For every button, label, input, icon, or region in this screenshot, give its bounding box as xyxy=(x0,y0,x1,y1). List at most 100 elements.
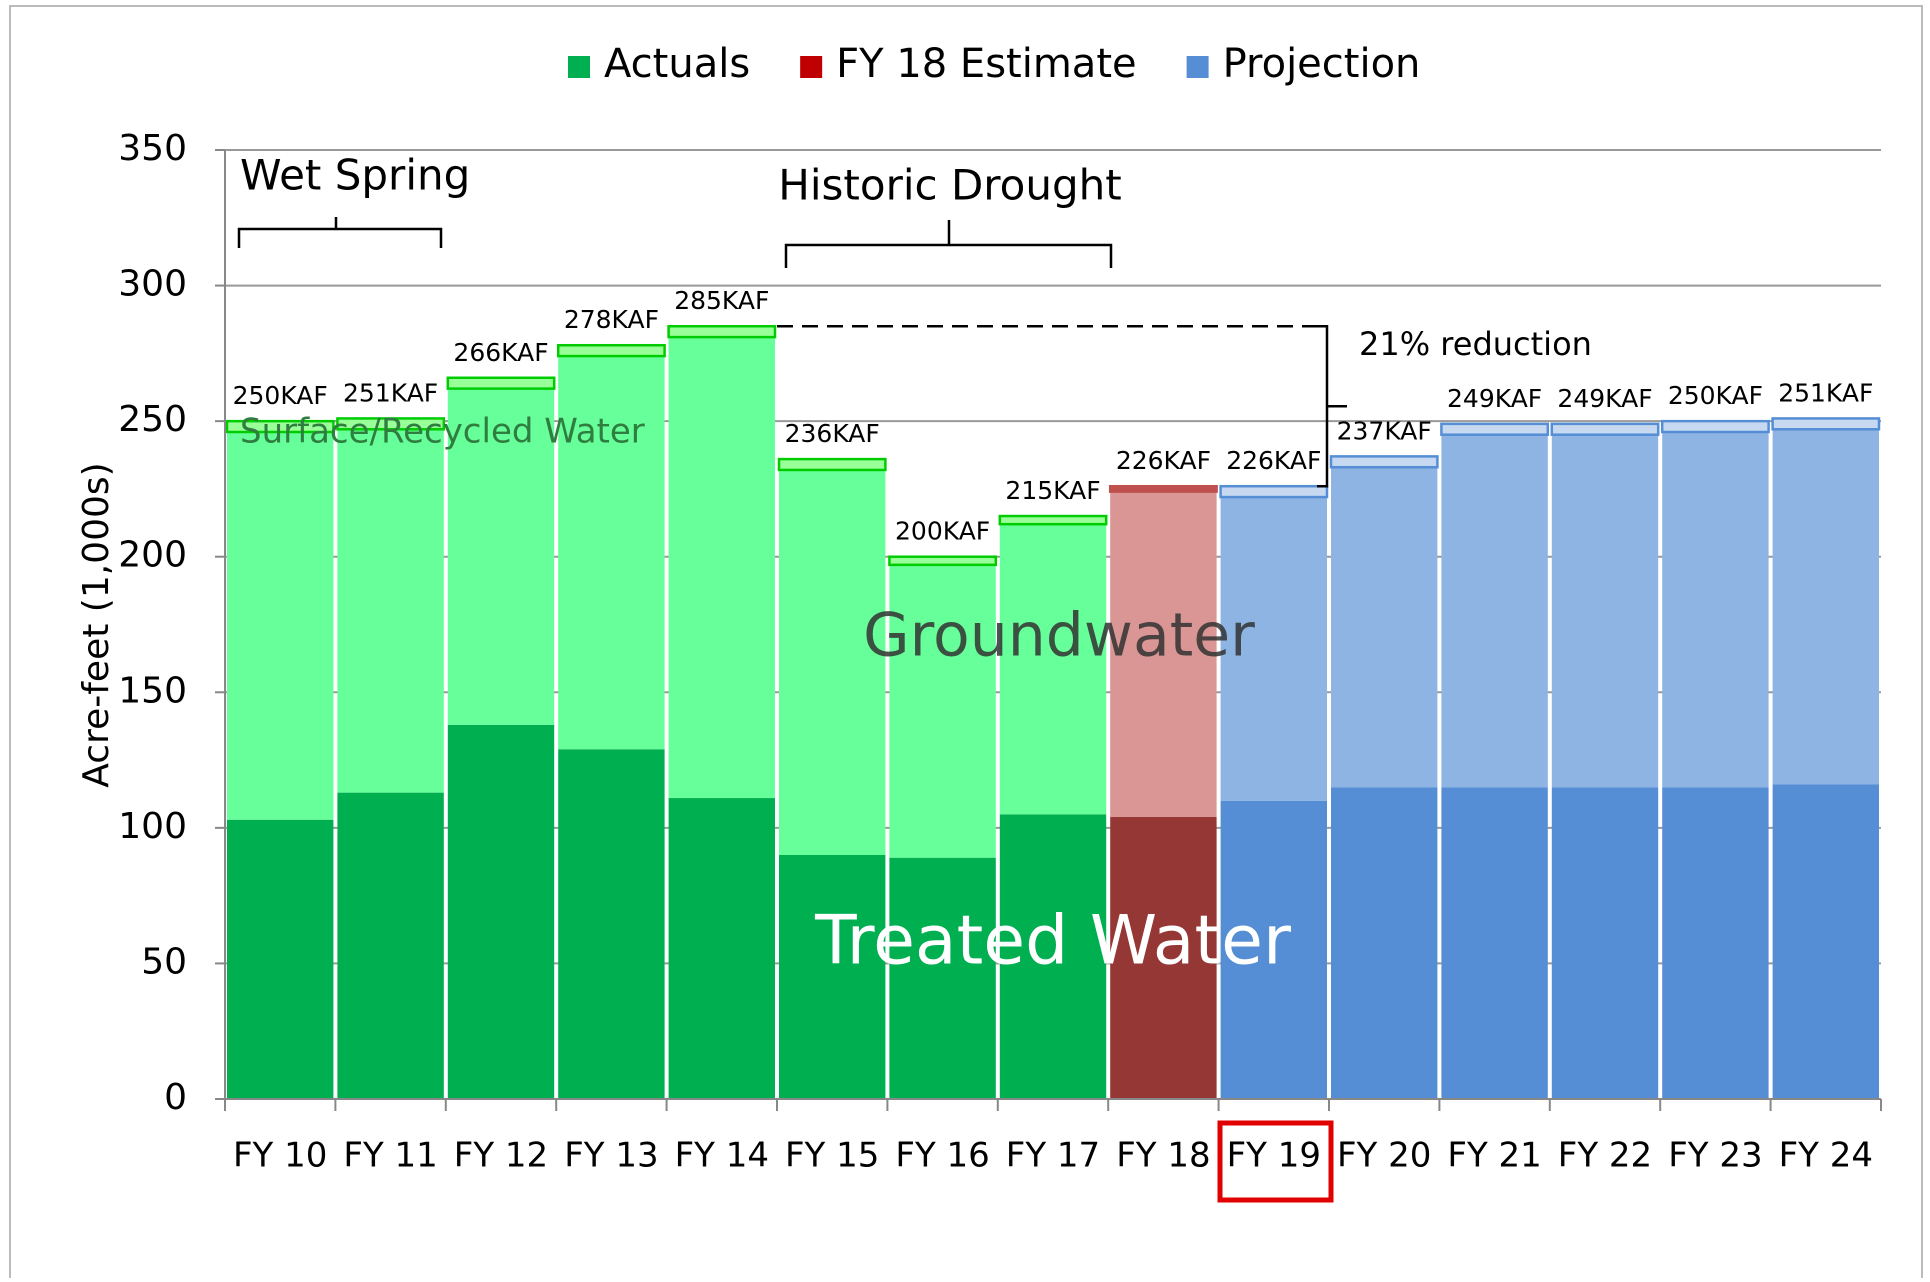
y-tick-label: 50 xyxy=(141,941,187,982)
bar-segment xyxy=(447,724,555,1099)
total-label: 249KAF xyxy=(1447,384,1542,413)
bar-segment xyxy=(889,564,996,858)
x-tick-label: FY 16 xyxy=(895,1136,989,1176)
total-label: 266KAF xyxy=(453,338,548,367)
x-tick-label: FY 12 xyxy=(454,1136,548,1176)
legend-label: Projection xyxy=(1223,41,1421,87)
x-tick-label: FY 23 xyxy=(1668,1136,1762,1176)
x-tick-label: FY 22 xyxy=(1558,1136,1652,1176)
bar-segment xyxy=(337,792,444,1099)
x-tick-label: FY 11 xyxy=(343,1136,437,1176)
y-tick-label: 200 xyxy=(118,535,187,576)
total-label: 200KAF xyxy=(895,517,990,546)
y-tick-label: 100 xyxy=(118,806,187,847)
legend-swatch xyxy=(568,56,590,78)
bar-segment xyxy=(777,457,887,472)
bar-segment xyxy=(667,324,777,339)
bar-segment xyxy=(1220,800,1327,1099)
annotation: Wet Spring xyxy=(240,151,470,200)
highlight-box xyxy=(1217,1120,1334,1203)
bar-segment xyxy=(1441,787,1548,1099)
total-label: 285KAF xyxy=(674,286,769,315)
total-label: 226KAF xyxy=(1226,446,1321,475)
bar-segment xyxy=(1329,455,1439,469)
bar-segment xyxy=(1440,422,1550,436)
bar-segment xyxy=(446,376,556,390)
y-tick-label: 300 xyxy=(118,264,187,305)
segment-label: Groundwater xyxy=(863,601,1255,671)
x-tick-label: FY 17 xyxy=(1006,1136,1100,1176)
bar-segment xyxy=(227,431,334,820)
bar-segment xyxy=(227,819,334,1099)
bar-segment xyxy=(998,514,1108,526)
y-tick-label: 350 xyxy=(118,128,187,169)
bar-segment xyxy=(999,814,1107,1099)
bar-segment xyxy=(336,417,446,431)
bar-segment xyxy=(1772,784,1879,1099)
bar-segment xyxy=(1108,484,1218,493)
bar-segment xyxy=(556,343,666,358)
bar-segment xyxy=(1551,787,1659,1099)
legend-swatch xyxy=(1186,56,1209,78)
x-tick-label: FY 15 xyxy=(785,1136,879,1176)
segment-label: Surface/Recycled Water xyxy=(240,412,645,452)
total-label: 236KAF xyxy=(785,419,880,448)
bar-segment xyxy=(1331,467,1438,788)
bar-segment xyxy=(225,419,335,434)
bar-segment xyxy=(337,429,444,793)
bar-segment xyxy=(1110,817,1217,1099)
bracket xyxy=(237,217,443,248)
brace xyxy=(1317,324,1347,488)
bar-segment xyxy=(888,555,998,567)
x-tick-label: FY 20 xyxy=(1337,1136,1431,1176)
total-label: 249KAF xyxy=(1557,384,1652,413)
total-label: 278KAF xyxy=(564,305,659,334)
total-label: 215KAF xyxy=(1005,476,1100,505)
annotation: Historic Drought xyxy=(778,161,1121,210)
total-label: 237KAF xyxy=(1337,416,1432,445)
bar-segment xyxy=(1660,419,1770,434)
total-label: 250KAF xyxy=(1668,381,1763,410)
legend-swatch xyxy=(800,56,823,78)
x-tick-label: FY 18 xyxy=(1116,1136,1210,1176)
bar-segment xyxy=(1551,434,1659,788)
bar-segment xyxy=(1220,497,1327,801)
bar-segment xyxy=(1219,484,1329,499)
y-tick-label: 0 xyxy=(164,1077,187,1118)
x-tick-label: FY 14 xyxy=(675,1136,769,1176)
annotation: 21% reduction xyxy=(1359,325,1592,363)
y-tick-label: 150 xyxy=(118,670,187,711)
bar-segment xyxy=(889,857,996,1099)
legend-label: Actuals xyxy=(604,41,750,87)
bar-segment xyxy=(1772,429,1879,785)
legend-label: FY 18 Estimate xyxy=(836,41,1136,87)
bar-segment xyxy=(1110,491,1217,818)
x-tick-label: FY 24 xyxy=(1779,1136,1873,1176)
bar-segment xyxy=(1662,431,1769,788)
bar-segment xyxy=(668,798,775,1099)
bar-segment xyxy=(1662,787,1769,1099)
bar-segment xyxy=(668,337,775,799)
frame xyxy=(9,5,1923,1282)
total-label: 251KAF xyxy=(343,378,438,407)
bar-segment xyxy=(779,854,886,1099)
bar-segment xyxy=(1771,417,1881,431)
total-label: 251KAF xyxy=(1778,378,1873,407)
bar-segment xyxy=(999,524,1107,815)
bar-segment xyxy=(447,388,555,725)
y-axis-label: Acre-feet (1,000s) xyxy=(76,462,117,787)
bracket xyxy=(784,220,1113,268)
total-label: 250KAF xyxy=(233,381,328,410)
bar-segment xyxy=(1550,422,1660,436)
bar-segment xyxy=(1441,434,1548,788)
x-tick-label: FY 13 xyxy=(564,1136,658,1176)
bar-segment xyxy=(1331,787,1438,1099)
x-tick-label: FY 21 xyxy=(1447,1136,1541,1176)
bar-segment xyxy=(779,469,886,855)
bar-segment xyxy=(558,749,665,1099)
x-tick-label: FY 10 xyxy=(233,1136,327,1176)
total-label: 226KAF xyxy=(1116,446,1211,475)
bar-segment xyxy=(558,356,665,750)
